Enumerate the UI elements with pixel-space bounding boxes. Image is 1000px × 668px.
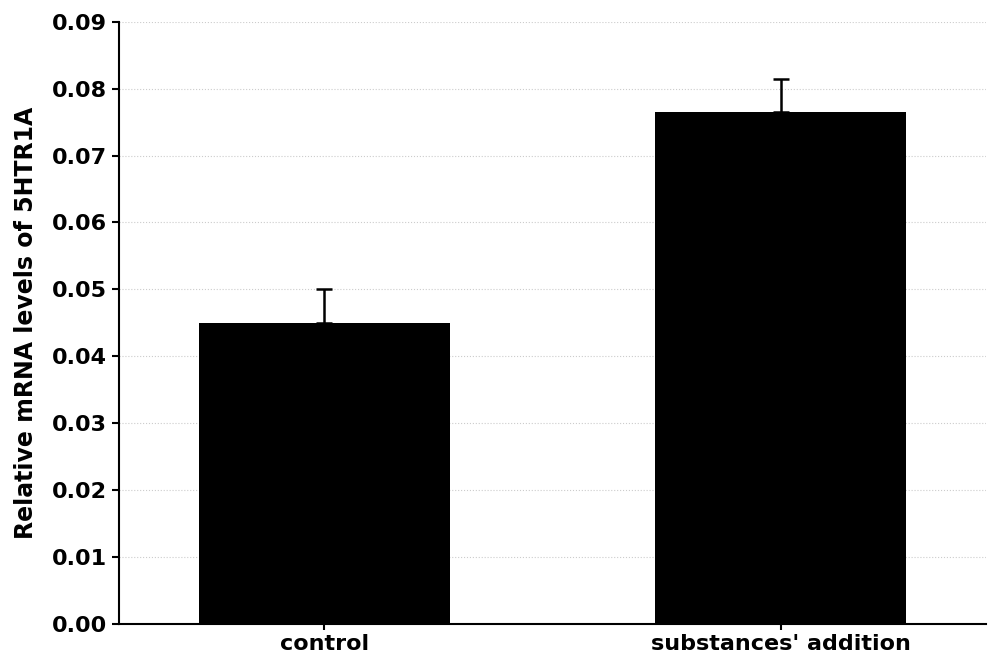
Bar — [655, 112, 906, 624]
Bar — [199, 323, 450, 624]
Y-axis label: Relative mRNA levels of 5HTR1A: Relative mRNA levels of 5HTR1A — [14, 107, 38, 539]
